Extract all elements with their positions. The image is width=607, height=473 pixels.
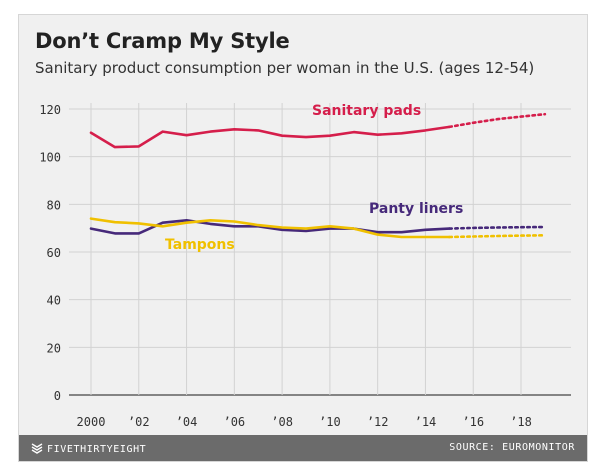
x-tick-label: 2000	[77, 415, 106, 429]
brand: FIVETHIRTYEIGHT	[31, 442, 146, 455]
y-tick-label: 100	[39, 151, 61, 165]
panty-liners-label: Panty liners	[369, 201, 463, 217]
x-tick-label: ’04	[176, 415, 198, 429]
x-tick-label: ’02	[128, 415, 150, 429]
sanitary-pads-label: Sanitary pads	[312, 103, 421, 119]
x-tick-label: ’16	[462, 415, 484, 429]
x-tick-label: ’18	[510, 415, 532, 429]
y-tick-label: 60	[47, 246, 61, 260]
footer-bar: FIVETHIRTYEIGHT SOURCE: EUROMONITOR	[19, 435, 587, 461]
y-tick-label: 40	[47, 294, 61, 308]
y-axis-ticks: 0 20 40 60 80 100 120	[39, 103, 61, 403]
source-note: SOURCE: EUROMONITOR	[449, 442, 575, 453]
x-tick-label: ’12	[367, 415, 389, 429]
x-tick-label: ’14	[415, 415, 437, 429]
x-tick-label: ’10	[319, 415, 341, 429]
tampons-forecast-line	[447, 234, 547, 239]
x-tick-label: ’08	[271, 415, 293, 429]
series-lines	[89, 112, 547, 239]
panty-liners-line	[89, 219, 451, 235]
y-tick-label: 20	[47, 341, 61, 355]
tampons-label: Tampons	[165, 237, 235, 253]
chart-title: Don’t Cramp My Style	[35, 29, 290, 53]
y-tick-label: 0	[54, 389, 61, 403]
sanitary-pads-forecast-line	[447, 112, 547, 129]
sanitary-pads-line	[89, 125, 451, 149]
chart-subtitle: Sanitary product consumption per woman i…	[35, 59, 535, 77]
brand-name: FIVETHIRTYEIGHT	[47, 444, 147, 455]
y-tick-label: 120	[39, 103, 61, 117]
y-tick-label: 80	[47, 198, 61, 212]
tampons-line	[89, 217, 451, 239]
x-tick-label: ’06	[223, 415, 245, 429]
chart-card: Don’t Cramp My Style Sanitary product co…	[18, 14, 588, 462]
x-axis-ticks: 2000 ’02 ’04 ’06 ’08 ’10 ’12 ’14 ’16 ’18	[77, 415, 532, 429]
panty-liners-forecast-line	[447, 225, 547, 230]
fivethirtyeight-logo-icon	[31, 442, 43, 454]
line-chart: 0 20 40 60 80 100 120 2000 ’02 ’04 ’06 ’08 ’10 ’12 ’1…	[39, 103, 571, 429]
series-labels: Sanitary pads Panty liners Tampons	[165, 103, 463, 253]
gridlines	[69, 103, 571, 396]
